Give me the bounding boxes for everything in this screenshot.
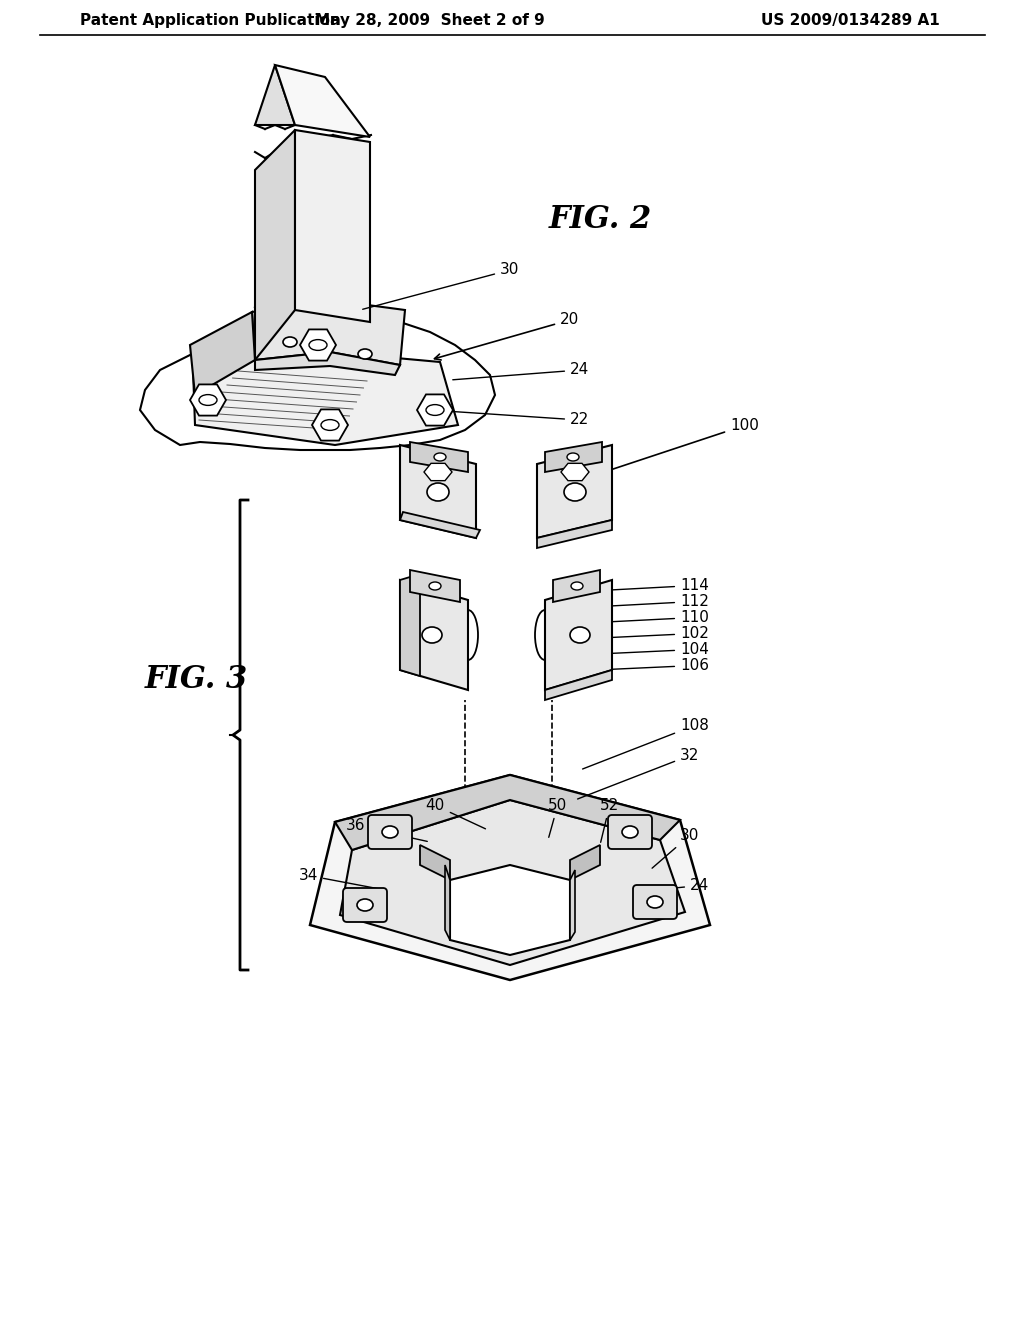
Polygon shape <box>255 352 400 375</box>
Text: 36: 36 <box>345 818 427 841</box>
Ellipse shape <box>321 420 339 430</box>
Polygon shape <box>275 65 370 137</box>
Text: 100: 100 <box>585 418 759 479</box>
Ellipse shape <box>283 337 297 347</box>
Text: 22: 22 <box>433 411 589 428</box>
Polygon shape <box>335 775 680 850</box>
Ellipse shape <box>199 395 217 405</box>
Ellipse shape <box>567 453 579 461</box>
Ellipse shape <box>571 582 583 590</box>
Polygon shape <box>190 384 226 416</box>
Text: 30: 30 <box>362 263 519 309</box>
Ellipse shape <box>570 627 590 643</box>
Polygon shape <box>424 463 452 480</box>
Polygon shape <box>300 330 336 360</box>
Polygon shape <box>255 65 295 125</box>
Polygon shape <box>537 445 612 539</box>
Ellipse shape <box>647 896 663 908</box>
Ellipse shape <box>309 339 327 350</box>
Text: 32: 32 <box>578 748 699 799</box>
Polygon shape <box>312 409 348 441</box>
FancyBboxPatch shape <box>368 814 412 849</box>
Text: 30: 30 <box>652 828 699 869</box>
Ellipse shape <box>357 899 373 911</box>
Polygon shape <box>400 512 480 539</box>
Text: 104: 104 <box>601 642 709 657</box>
Ellipse shape <box>427 483 449 502</box>
Polygon shape <box>537 520 612 548</box>
Ellipse shape <box>434 453 446 461</box>
Polygon shape <box>450 865 570 954</box>
Polygon shape <box>190 312 255 395</box>
Polygon shape <box>545 442 602 473</box>
Text: 110: 110 <box>609 610 709 624</box>
Polygon shape <box>410 442 468 473</box>
Polygon shape <box>561 463 589 480</box>
Text: 114: 114 <box>612 578 709 593</box>
Polygon shape <box>400 579 468 690</box>
FancyBboxPatch shape <box>343 888 387 921</box>
Polygon shape <box>570 870 575 940</box>
Polygon shape <box>295 129 370 322</box>
Polygon shape <box>417 395 453 425</box>
Polygon shape <box>420 845 450 880</box>
Text: 24: 24 <box>453 363 589 380</box>
Text: FIG. 3: FIG. 3 <box>145 664 248 696</box>
Text: 52: 52 <box>600 799 620 842</box>
FancyBboxPatch shape <box>633 884 677 919</box>
Ellipse shape <box>564 483 586 502</box>
Text: 24: 24 <box>657 878 710 894</box>
Text: 50: 50 <box>548 799 567 837</box>
Text: FIG. 2: FIG. 2 <box>549 205 651 235</box>
Polygon shape <box>340 800 685 965</box>
Ellipse shape <box>426 405 444 416</box>
Polygon shape <box>545 579 612 690</box>
Ellipse shape <box>429 582 441 590</box>
Ellipse shape <box>382 826 398 838</box>
Text: US 2009/0134289 A1: US 2009/0134289 A1 <box>761 12 939 28</box>
Polygon shape <box>570 845 600 880</box>
Text: 20: 20 <box>434 313 580 360</box>
Polygon shape <box>193 352 458 445</box>
Ellipse shape <box>622 826 638 838</box>
Ellipse shape <box>358 348 372 359</box>
Polygon shape <box>445 865 450 940</box>
Text: 40: 40 <box>426 799 485 829</box>
Polygon shape <box>252 300 406 366</box>
Text: May 28, 2009  Sheet 2 of 9: May 28, 2009 Sheet 2 of 9 <box>315 12 545 28</box>
Text: 106: 106 <box>599 657 709 673</box>
Polygon shape <box>400 445 476 539</box>
Polygon shape <box>255 129 295 360</box>
Polygon shape <box>140 315 495 450</box>
Polygon shape <box>545 671 612 700</box>
Text: 102: 102 <box>603 626 709 642</box>
FancyBboxPatch shape <box>608 814 652 849</box>
Ellipse shape <box>422 627 442 643</box>
Polygon shape <box>553 570 600 602</box>
Polygon shape <box>400 574 420 676</box>
Text: Patent Application Publication: Patent Application Publication <box>80 12 341 28</box>
Text: 34: 34 <box>299 869 382 890</box>
Text: 108: 108 <box>583 718 709 770</box>
Polygon shape <box>310 775 710 979</box>
Polygon shape <box>410 570 460 602</box>
Text: 112: 112 <box>612 594 709 609</box>
